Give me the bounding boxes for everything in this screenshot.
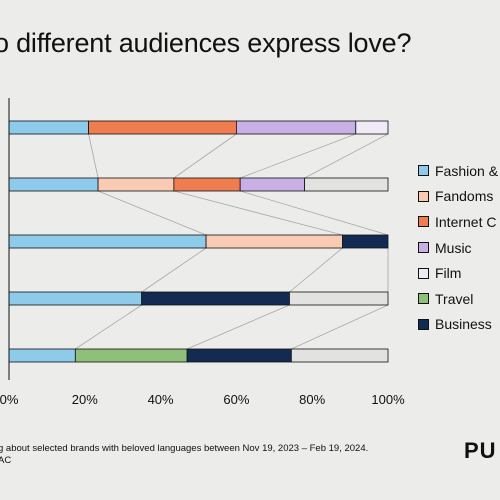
bar-segment-row3-series7 [342,234,389,249]
legend-item: Business [418,312,500,338]
connector-line [289,247,343,293]
bar-segment-row1-series1 [8,120,89,135]
x-tick-label: 20% [72,392,98,407]
legend-swatch [418,318,429,330]
legend: Fashion & Fandoms Internet C Music Film Trave… [418,158,500,337]
bar-segment-row4-series1 [8,291,143,306]
legend-item: Music [418,235,500,261]
connector-lines [75,133,389,350]
legend-swatch [418,242,429,254]
brand-logo: PU [464,438,497,463]
bar-segment-row5-series7 [186,348,292,363]
bar-segment-row2-series2 [97,177,175,192]
legend-swatch [418,293,429,305]
legend-item: Fandoms [418,184,500,210]
legend-swatch [418,190,429,202]
legend-item: Internet C [418,209,500,235]
legend-label: Business [435,316,492,333]
legend-label: Music [435,239,472,256]
connector-line [304,133,389,179]
connector-line [173,133,237,179]
footnote-line-2: AC [0,454,12,466]
bar-segment-row2-series3 [173,177,241,192]
x-tick-label: 0% [0,392,19,407]
bar-segment-row1-series5 [355,120,389,135]
bar-segment-row2-series4 [239,177,306,192]
x-tick-label: 80% [299,392,325,407]
legend-label: Fandoms [435,188,494,205]
x-tick-label: 100% [371,392,405,407]
x-tick-label: 40% [148,392,174,407]
bar-segment-row3-series2 [205,234,343,249]
connector-line [97,190,207,236]
x-tick-label: 60% [223,392,249,407]
connector-line [88,133,99,179]
connector-line [291,304,389,350]
bar-segment-row2-series1 [8,177,99,192]
bar-segments [8,120,389,363]
bar-segment-row4-series7 [141,291,290,306]
chart-title: o different audiences express love? [0,28,412,58]
bar-segment-row5-series8 [290,348,389,363]
x-tick-labels: 0% 20% 40% 60% 80% 100% [0,392,405,407]
legend-swatch [418,216,429,228]
legend-item: Fashion & [418,158,500,184]
legend-item: Travel [418,286,500,312]
connector-line [141,247,207,293]
legend-label: Fashion & [435,162,499,179]
bar-segment-row1-series3 [88,120,237,135]
legend-swatch [418,267,429,279]
connector-line [240,133,356,179]
bar-segment-row3-series1 [8,234,207,249]
connector-line [240,190,389,236]
bar-segment-row5-series6 [74,348,188,363]
connector-line [186,304,290,350]
footnote: g about selected brands with beloved lan… [0,443,368,466]
bar-segment-row5-series1 [8,348,76,363]
connector-line [173,190,343,236]
bar-segment-row4-series8 [289,291,389,306]
legend-label: Film [435,265,462,282]
bar-segment-row2-series8 [304,177,389,192]
legend-label: Internet C [435,213,497,230]
legend-swatch [418,165,429,177]
connector-line [75,304,142,350]
legend-label: Travel [435,290,474,307]
footnote-line-1: g about selected brands with beloved lan… [0,443,369,454]
bar-segment-row1-series4 [235,120,357,135]
legend-item: Film [418,260,500,286]
